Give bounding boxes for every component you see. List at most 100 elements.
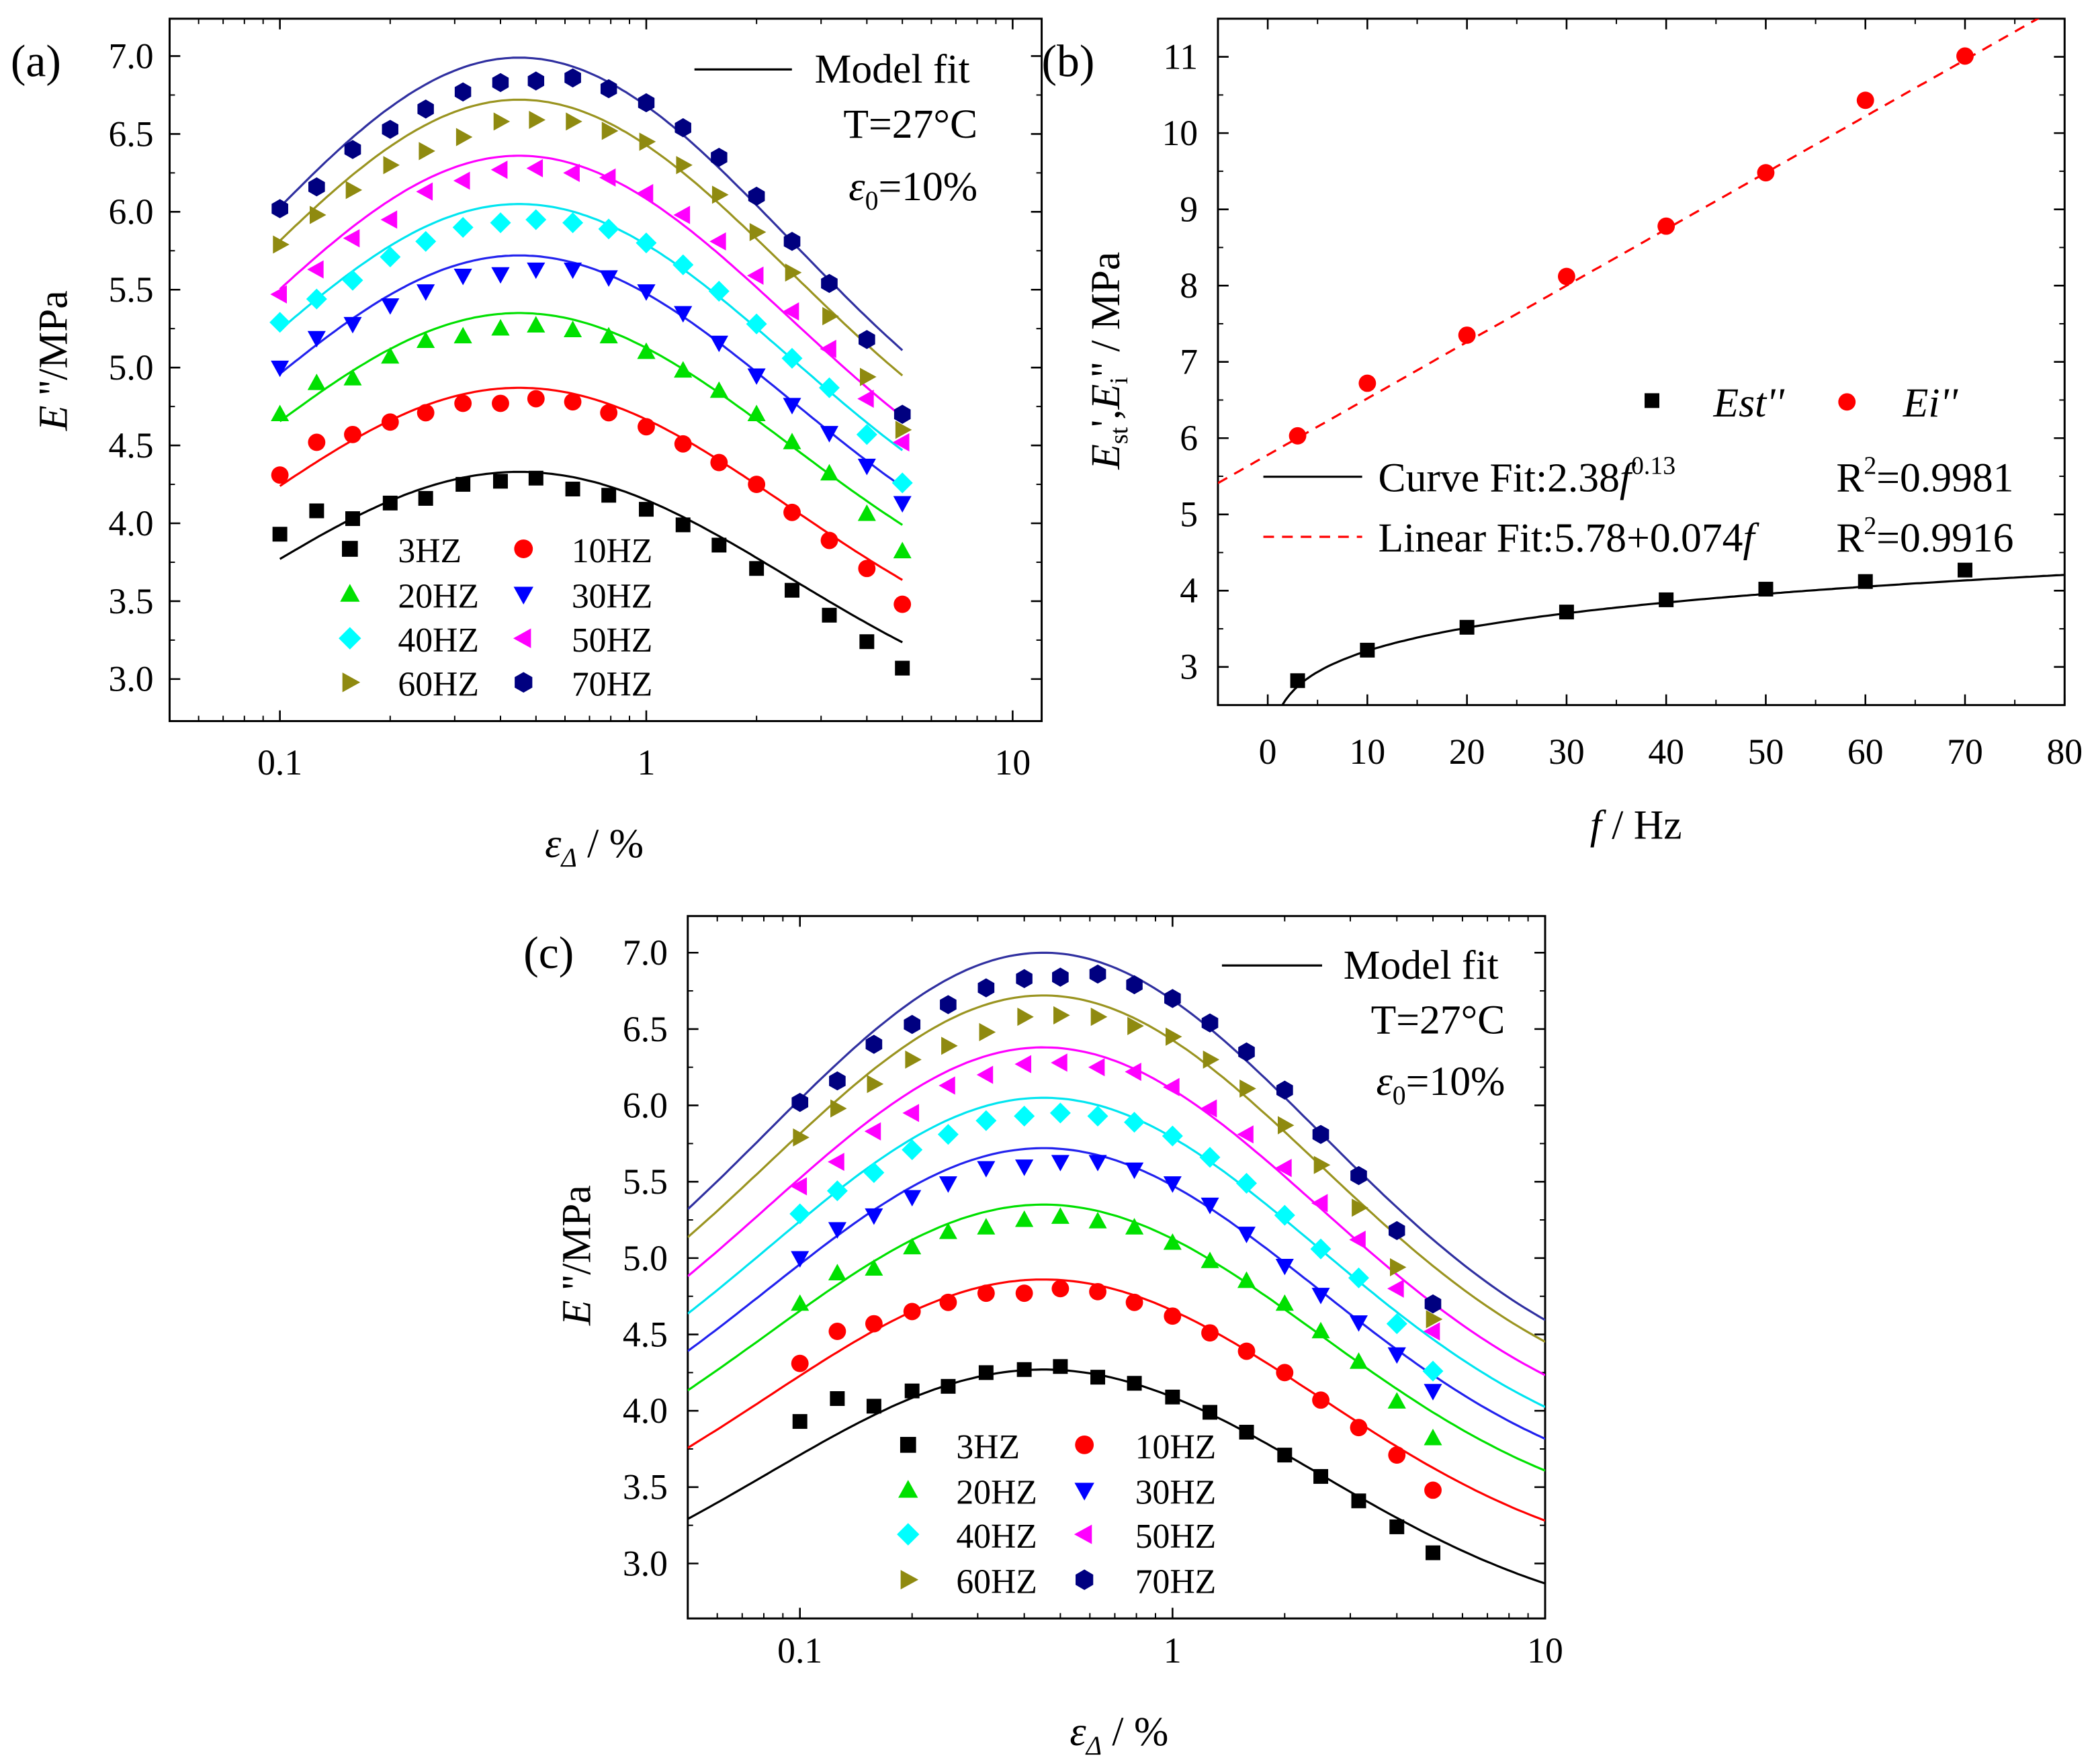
x-label-unit: / %: [577, 821, 644, 867]
data-point: [1757, 164, 1775, 182]
data-point: [418, 490, 433, 506]
y-tick-label: 4.0: [109, 503, 154, 543]
data-point: [1125, 1162, 1144, 1180]
data-point: [1051, 1053, 1067, 1072]
data-point: [1352, 1198, 1368, 1217]
data-point: [600, 404, 618, 422]
strain-value: =10%: [878, 164, 977, 210]
legend-label: 60HZ: [956, 1563, 1037, 1601]
y-label-symbol-2: E: [1083, 384, 1129, 410]
data-point: [416, 182, 433, 201]
y-tick-label: 3: [1180, 647, 1198, 687]
x-label-symbol: ε: [1070, 1709, 1086, 1755]
data-point: [674, 435, 692, 453]
data-point: [893, 404, 911, 424]
data-point: [1275, 1258, 1294, 1276]
data-point: [941, 1037, 958, 1055]
data-point: [782, 302, 799, 321]
data-point: [343, 229, 360, 248]
data-point: [1088, 1212, 1107, 1229]
data-point: [857, 390, 874, 408]
x-tick-label: 1: [638, 742, 656, 783]
x-label-subscript: Δ: [1085, 1731, 1102, 1761]
data-point: [1290, 673, 1305, 689]
data-point: [637, 342, 656, 359]
data-point: [272, 527, 288, 542]
data-point: [1311, 1194, 1328, 1212]
data-point: [1958, 562, 1972, 578]
fit-equation: Curve Fit:2.38f0.13: [1378, 452, 1675, 501]
data-point: [309, 503, 324, 519]
data-point: [271, 360, 290, 378]
data-point: [1858, 574, 1873, 589]
legend-label: 10HZ: [1135, 1428, 1217, 1466]
y-tick-label: 3.0: [623, 1543, 668, 1583]
legend-marker-20HZ: [898, 1480, 918, 1498]
data-point: [1389, 1519, 1405, 1534]
data-point: [939, 1293, 957, 1311]
data-point: [674, 118, 691, 138]
data-point: [828, 1222, 846, 1239]
data-point: [893, 595, 912, 613]
data-point: [857, 458, 876, 476]
legend-label: 30HZ: [572, 577, 653, 615]
strain-subscript: 0: [865, 186, 879, 216]
data-point: [1389, 1221, 1405, 1241]
data-point: [905, 1050, 922, 1069]
data-point: [866, 1399, 881, 1414]
data-point: [865, 1208, 883, 1225]
data-point: [1016, 969, 1033, 989]
series-30HZ: [791, 1155, 1442, 1401]
series-Ei'': [1289, 47, 1974, 445]
data-point: [491, 267, 510, 284]
y-tick-label: 9: [1180, 189, 1198, 230]
data-point: [977, 1161, 996, 1178]
data-point: [1049, 1102, 1071, 1124]
data-point: [1387, 1392, 1406, 1409]
legend-label: 20HZ: [398, 577, 479, 615]
data-point: [1125, 1062, 1141, 1082]
data-point: [865, 1315, 883, 1333]
data-point: [1349, 1315, 1368, 1332]
data-point: [1017, 1008, 1034, 1026]
data-point: [525, 209, 547, 230]
series-10HZ: [791, 1280, 1442, 1499]
strain-symbol: ε: [848, 164, 865, 210]
data-point: [380, 210, 398, 229]
data-point: [380, 246, 401, 267]
x-tick-label: 0.1: [777, 1630, 822, 1671]
y-tick-label: 6.5: [623, 1009, 668, 1049]
data-point: [1659, 592, 1674, 607]
data-point: [939, 1223, 957, 1239]
series-3HZ: [272, 470, 910, 676]
data-point: [826, 1180, 848, 1202]
y-tick-label: 4.5: [623, 1314, 668, 1354]
data-point: [708, 281, 730, 302]
fit-curve-50HZ: [279, 155, 904, 418]
data-point: [902, 1139, 923, 1161]
data-point: [1127, 1376, 1142, 1391]
x-label-symbol: ε: [545, 821, 562, 867]
plot-frame: [168, 17, 1043, 722]
data-point: [271, 199, 288, 218]
data-point: [1088, 1155, 1107, 1172]
x-tick-label: 30: [1548, 732, 1585, 772]
data-point: [903, 1237, 922, 1255]
data-point: [454, 82, 472, 102]
y-tick-label: 5.0: [109, 347, 154, 388]
y-tick-label: 4.0: [623, 1391, 668, 1431]
data-point: [381, 413, 399, 431]
r2-symbol: R: [1836, 455, 1864, 501]
data-point: [343, 316, 362, 334]
data-point: [491, 318, 510, 336]
data-point: [979, 1022, 996, 1041]
x-tick-label: 20: [1449, 732, 1485, 772]
data-point: [527, 390, 545, 408]
legend-marker-70HZ: [1076, 1569, 1094, 1590]
legend-label: Est'': [1712, 380, 1785, 426]
data-point: [902, 1104, 920, 1122]
data-point: [598, 218, 619, 240]
data-point: [828, 1264, 846, 1280]
data-point: [1201, 1013, 1219, 1033]
